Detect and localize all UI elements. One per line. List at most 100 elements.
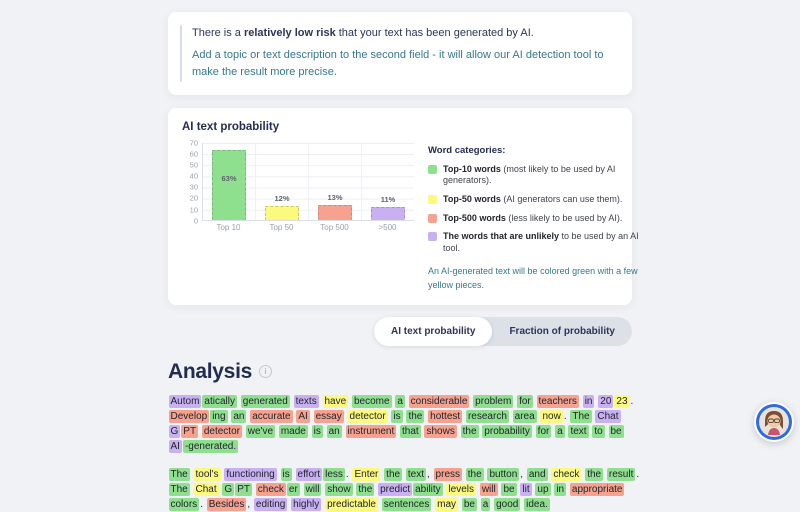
highlighted-word: be	[461, 497, 477, 511]
chart-card: AI text probability 70 60 50 40 30 20 10 0 63% 1…	[168, 107, 639, 305]
legend-item: Top-10 words (most likely to be used by …	[428, 164, 653, 187]
highlighted-word: .	[200, 498, 203, 510]
highlighted-word: up	[535, 482, 551, 496]
x-tick-label: >500	[378, 222, 397, 232]
highlighted-word: will	[479, 482, 498, 496]
highlighted-word: a	[395, 394, 405, 408]
chart-legend: Word categories: Top-10 words (most like…	[428, 143, 653, 293]
tab-fraction-of-probability[interactable]: Fraction of probability	[492, 317, 632, 346]
highlighted-word: -generated.	[182, 439, 239, 453]
support-chat-button[interactable]	[754, 402, 794, 442]
highlighted-word: G	[168, 424, 181, 438]
legend-item-text: The words that are unlikely to be used b…	[443, 231, 639, 254]
highlighted-word: the	[460, 424, 479, 438]
chart-plot-area: 63% 12% 13% 11%	[202, 142, 414, 221]
highlighted-word: idea.	[524, 497, 550, 511]
highlighted-word: text	[405, 467, 426, 481]
highlighted-word: detector	[347, 409, 388, 423]
legend-item: Top-50 words (AI generators can use them…	[428, 194, 653, 206]
highlighted-word: the	[356, 482, 375, 496]
highlighted-word: the	[406, 409, 425, 423]
highlighted-word: teachers	[536, 394, 579, 408]
legend-item: Top-500 words (less likely to be used by…	[428, 213, 653, 225]
legend-item-text: Top-10 words (most likely to be used by …	[443, 163, 616, 186]
highlighted-word: predict	[378, 482, 413, 496]
highlighted-word: in	[582, 394, 595, 408]
highlighted-word: for	[535, 424, 552, 438]
chart-bar[interactable]	[318, 205, 352, 220]
highlighted-word: problem	[473, 394, 514, 408]
highlighted-word: PT	[181, 424, 199, 438]
highlighted-word: the	[465, 467, 484, 481]
highlighted-word: predictable	[325, 497, 378, 511]
chart-bar[interactable]	[265, 206, 299, 220]
highlighted-word: er	[286, 482, 300, 496]
highlighted-word: check	[551, 467, 582, 481]
highlighted-word: be	[608, 424, 624, 438]
highlighted-word: and	[526, 467, 548, 481]
analysis-title: Analysis	[168, 359, 252, 383]
highlighted-word: ,	[520, 468, 524, 480]
highlighted-word: 23	[614, 394, 630, 408]
highlighted-word: now	[540, 409, 563, 423]
highlighted-word: levels	[446, 482, 477, 496]
chart-bar[interactable]	[371, 207, 405, 220]
accent-line	[180, 25, 182, 82]
highlighted-word: research	[465, 409, 509, 423]
y-axis: 70 60 50 40 30 20 10 0	[182, 138, 202, 225]
highlighted-word: area	[512, 409, 537, 423]
highlighted-word: PT	[235, 482, 252, 496]
chart-bar[interactable]	[212, 149, 246, 220]
highlighted-word: shows	[424, 424, 457, 438]
highlighted-word: probability	[482, 424, 532, 438]
highlighted-word: that	[400, 424, 421, 438]
info-icon[interactable]: i	[258, 365, 272, 379]
highlighted-word: texts	[293, 394, 319, 408]
legend-item-text: Top-500 words (less likely to be used by…	[443, 212, 623, 223]
bar-value-label: 63%	[221, 173, 237, 183]
legend-swatch	[428, 213, 437, 223]
highlighted-word: generated	[240, 394, 290, 408]
highlighted-word: .	[630, 395, 634, 407]
highlighted-word: a	[555, 424, 565, 438]
highlighted-word: The	[168, 467, 190, 481]
highlighted-word: become	[351, 394, 392, 408]
highlighted-word: in	[554, 482, 567, 496]
highlighted-word: have	[322, 394, 349, 408]
highlighted-word: is	[311, 424, 323, 438]
analysis-paragraph-2: The tool's functioning is effort less. En…	[168, 467, 640, 512]
highlighted-word: Autom	[168, 394, 202, 408]
bar-value-label: 13%	[327, 193, 343, 203]
x-tick-label: Top 10	[216, 222, 241, 232]
legend-heading: Word categories:	[428, 144, 506, 156]
highlighted-word: for	[517, 394, 533, 408]
highlighted-word: ,	[247, 498, 251, 510]
highlighted-word: an	[231, 409, 247, 423]
highlighted-word: be	[501, 482, 517, 496]
highlighted-word: essay	[313, 409, 344, 423]
x-tick-label: Top 500	[320, 222, 349, 232]
y-tick-label: 50	[189, 160, 198, 170]
highlighted-word: result	[606, 467, 636, 481]
y-tick-label: 70	[189, 138, 198, 148]
highlighted-word: less	[323, 467, 345, 481]
highlighted-word: ability	[413, 482, 443, 496]
highlighted-word: The	[570, 409, 592, 423]
highlighted-word: Enter	[352, 467, 381, 481]
highlighted-word: lit	[520, 482, 532, 496]
chart-title: AI text probability	[182, 120, 280, 133]
highlighted-word: considerable	[408, 394, 470, 408]
risk-statement-prefix: There is a	[192, 27, 244, 39]
highlighted-word: detector	[201, 424, 242, 438]
x-axis-labels: Top 10 Top 50 Top 500 >500	[202, 223, 414, 232]
chart-tabs: AI text probability Fraction of probabil…	[373, 316, 632, 346]
highlighted-word: atically	[202, 394, 237, 408]
risk-info-card: There is a relatively low risk that your…	[168, 12, 632, 95]
tab-ai-text-probability[interactable]: AI text probability	[373, 316, 493, 346]
analysis-paragraph-1: Autom atically generated texts have becom…	[168, 394, 640, 454]
highlighted-word: ing	[210, 409, 228, 423]
highlighted-word: editing	[253, 497, 288, 511]
highlighted-word: Chat	[595, 409, 621, 423]
highlighted-word: good	[494, 497, 521, 511]
y-tick-label: 30	[189, 182, 198, 192]
